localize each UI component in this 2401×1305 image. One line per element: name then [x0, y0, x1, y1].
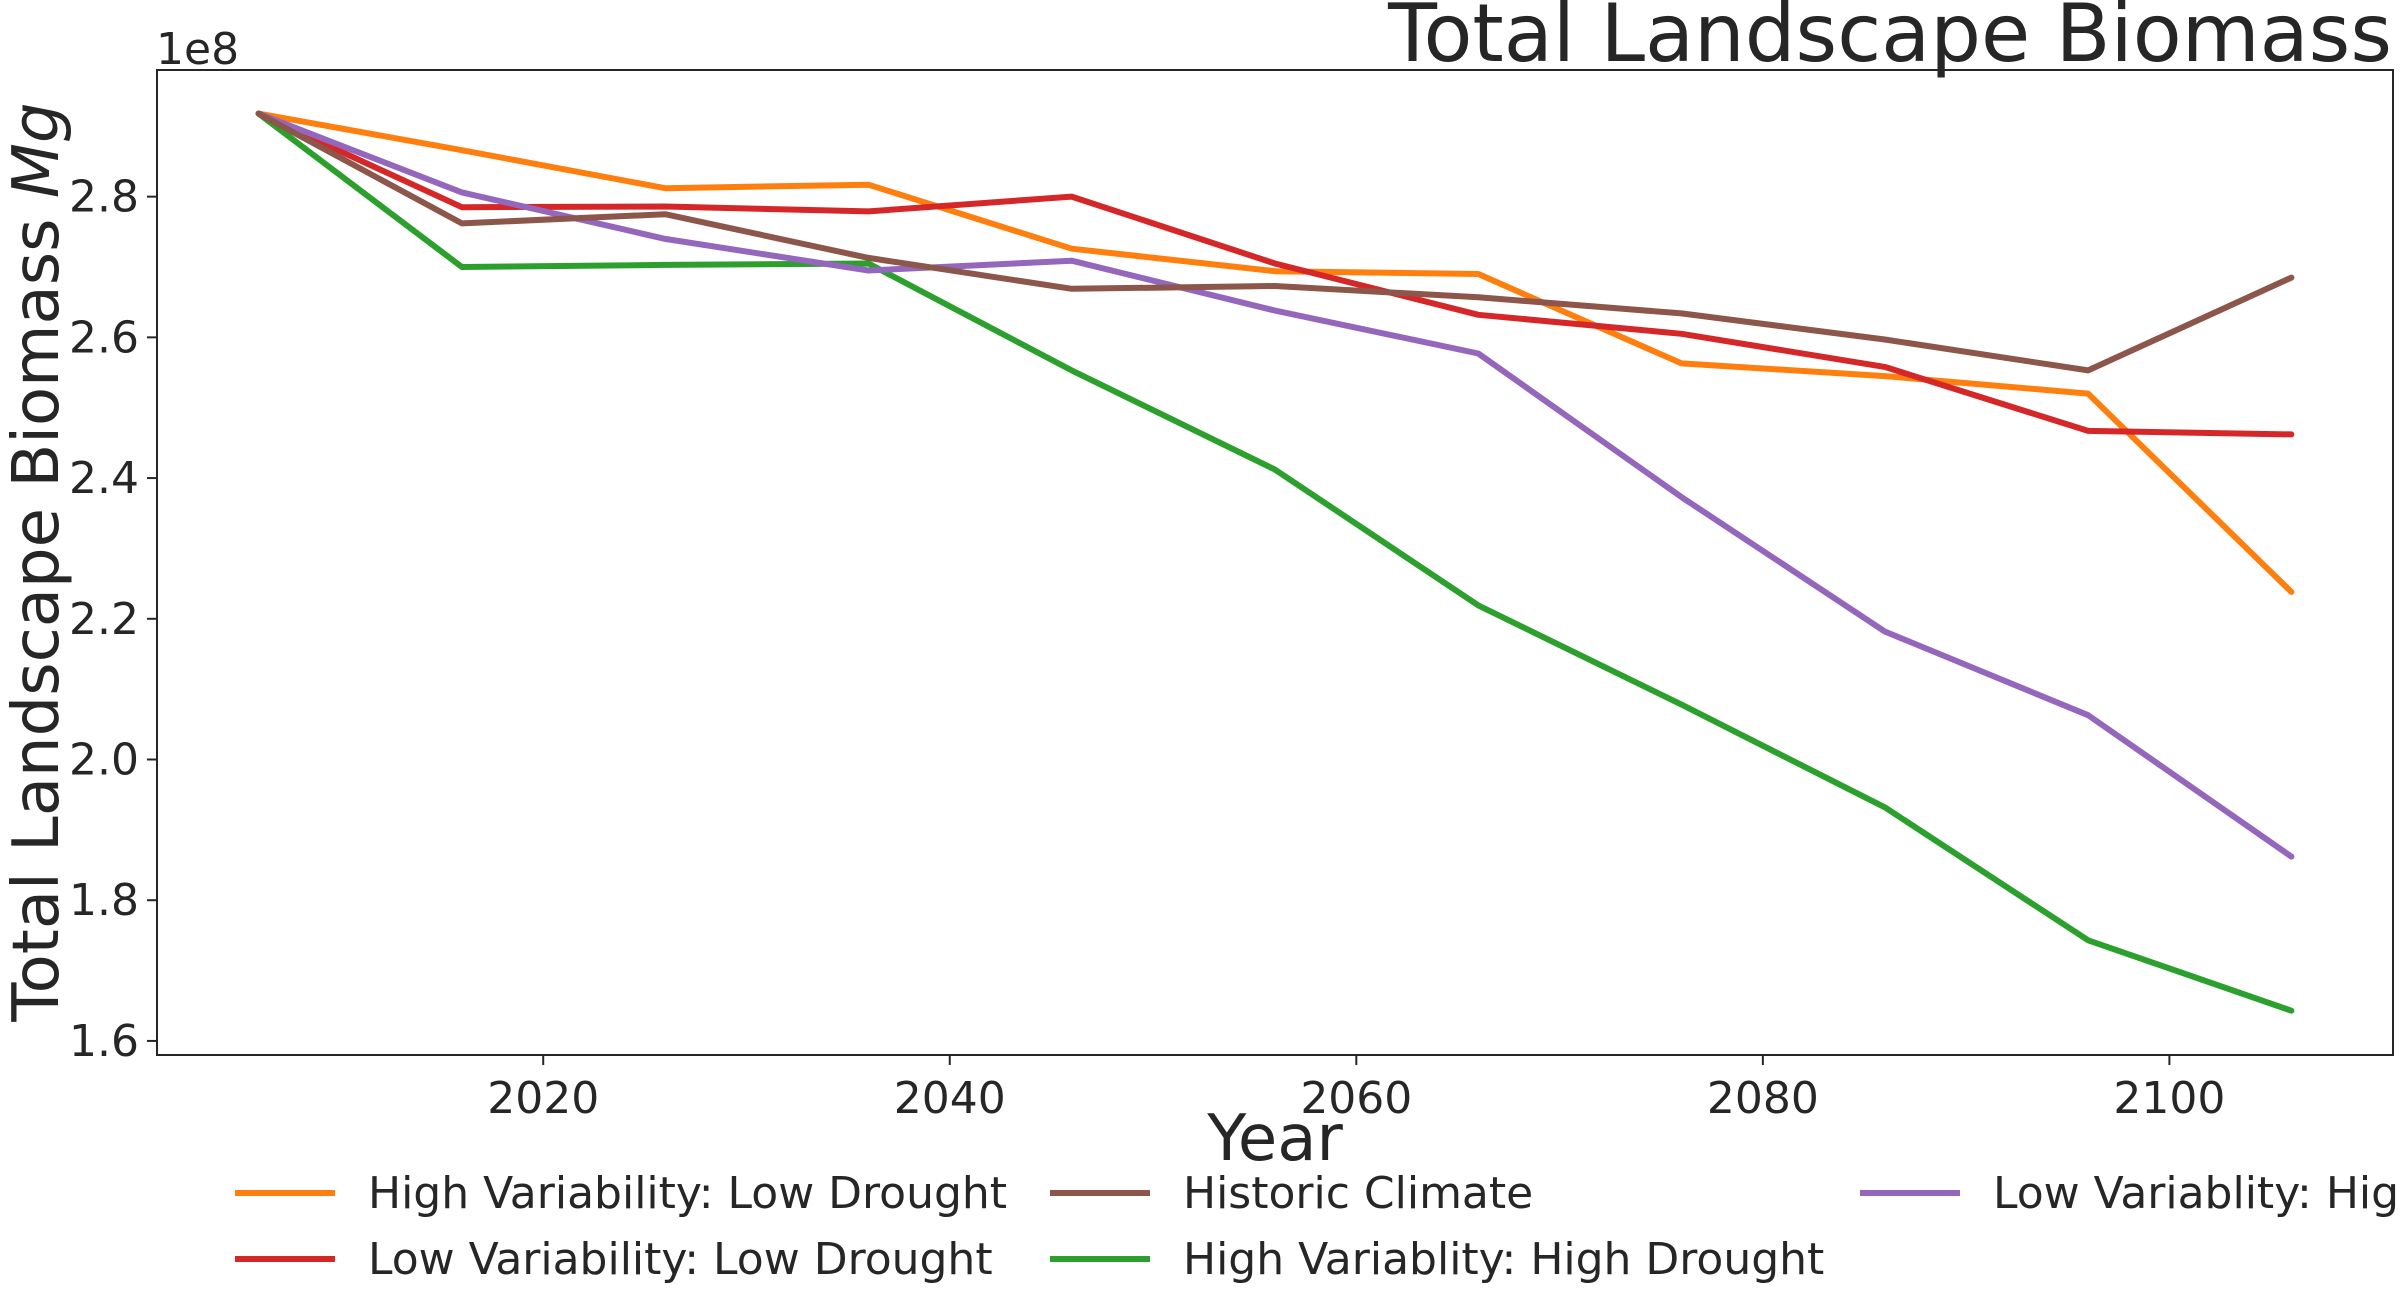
- series-line-1: [255, 110, 2295, 595]
- y-tick-label: 2.8: [69, 172, 139, 223]
- legend-label: Historic Climate: [1183, 1168, 1533, 1219]
- x-tick-label: 2100: [2113, 1073, 2225, 1124]
- y-axis-label-unit: Mg: [0, 102, 74, 198]
- plot-area-frame: [156, 69, 2394, 1056]
- legend-label: Low Variability: Low Drought: [368, 1234, 993, 1285]
- x-tick-label: 2060: [1300, 1073, 1412, 1124]
- y-tick-label: 1.8: [69, 875, 139, 926]
- series-line-4: [255, 110, 2295, 860]
- y-axis-ticks: 1.6 1.8 2.0 2.2 2.4 2.6 2.8: [69, 172, 157, 1067]
- x-axis-label: Year: [1206, 1102, 1343, 1176]
- legend-label: Low Variablity: High Drought: [1993, 1168, 2401, 1219]
- y-tick-label: 2.0: [69, 735, 139, 786]
- x-tick-label: 2080: [1707, 1073, 1819, 1124]
- x-tick-label: 2020: [487, 1073, 599, 1124]
- y-tick-label: 1.6: [69, 1016, 139, 1067]
- y-tick-label: 2.2: [69, 594, 139, 645]
- series-line-5: [255, 110, 2295, 374]
- chart-title: Total Landscape Biomass: [1387, 0, 2392, 80]
- y-tick-label: 2.4: [69, 453, 139, 504]
- y-axis-label: Total Landscape Biomass Mg: [0, 102, 74, 1022]
- x-tick-label: 2040: [894, 1073, 1006, 1124]
- legend-label: High Variablity: High Drought: [1183, 1234, 1824, 1285]
- legend-label: High Variability: Low Drought: [368, 1168, 1007, 1219]
- y-tick-label: 2.6: [69, 312, 139, 363]
- series-lines: [255, 110, 2295, 1014]
- legend: High Variability: Low Drought Low Variabi…: [235, 1168, 2401, 1285]
- x-axis-ticks: 2020 2040 2060 2080 2100: [487, 1055, 2225, 1124]
- series-line-3: [255, 110, 2295, 438]
- y-offset-label: 1e8: [156, 24, 239, 75]
- y-axis-label-main: Total Landscape Biomass: [0, 198, 74, 1022]
- series-line-2: [255, 110, 2295, 1014]
